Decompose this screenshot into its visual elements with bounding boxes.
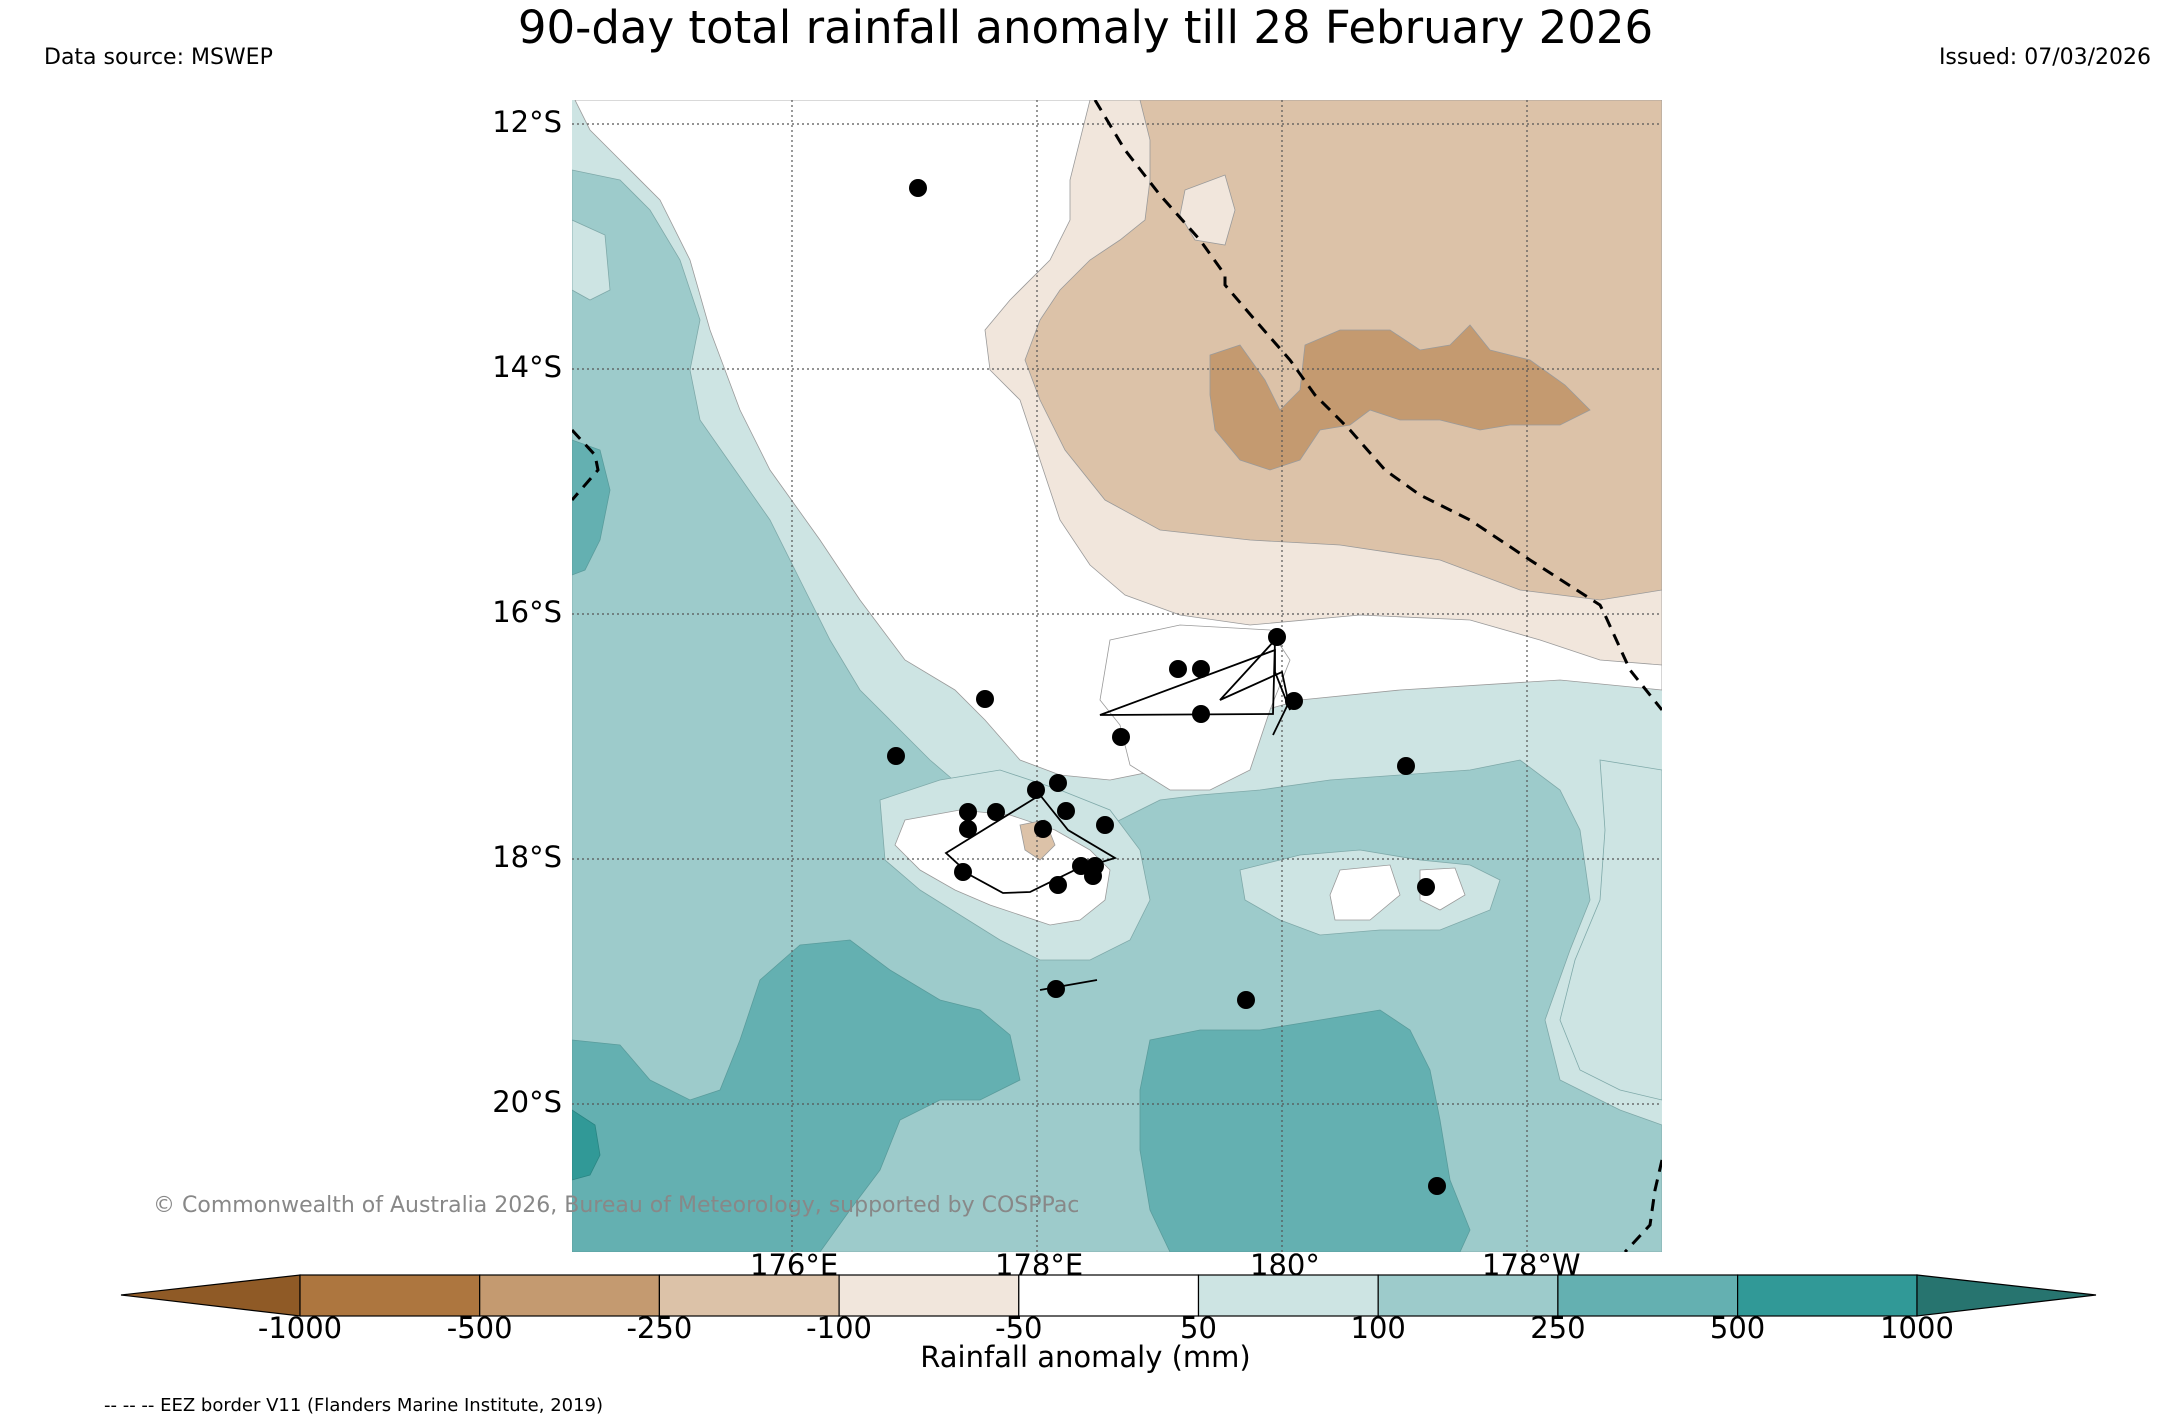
station-point xyxy=(1417,878,1435,896)
anomaly-region-250-500 xyxy=(572,939,1021,1252)
colorbar-tick: -1000 xyxy=(257,1311,343,1345)
station-point xyxy=(1084,867,1102,885)
colorbar-swatch xyxy=(1736,1274,1918,1317)
lat-label: 12°S xyxy=(492,105,562,139)
lat-label: 18°S xyxy=(492,840,562,874)
anomaly-region-500-1000 xyxy=(572,1109,601,1181)
colorbar-tick: 500 xyxy=(1709,1311,1766,1345)
station-point xyxy=(1285,692,1303,710)
station-point xyxy=(1268,628,1286,646)
eez-legend-note: -- -- -- EEZ border V11 (Flanders Marine… xyxy=(104,1395,604,1416)
colorbar-swatch xyxy=(479,1274,661,1317)
station-point xyxy=(1072,857,1090,875)
station-point xyxy=(1027,781,1045,799)
colorbar-tick: 100 xyxy=(1350,1311,1406,1345)
colorbar-tick: -100 xyxy=(806,1311,872,1345)
station-point xyxy=(1096,816,1114,834)
colorbar-extend-high xyxy=(1916,1274,2097,1317)
copyright-credit: © Commonwealth of Australia 2026, Bureau… xyxy=(153,1193,1080,1218)
station-point xyxy=(959,820,977,838)
lat-label: 14°S xyxy=(492,350,562,384)
station-point xyxy=(909,179,927,197)
colorbar-swatch xyxy=(1377,1274,1559,1317)
colorbar xyxy=(120,1274,2097,1317)
station-point xyxy=(954,863,972,881)
station-point xyxy=(1057,802,1075,820)
colorbar-swatch xyxy=(658,1274,840,1317)
colorbar-tick: -50 xyxy=(995,1311,1043,1345)
colorbar-swatch xyxy=(1557,1274,1739,1317)
station-point xyxy=(1049,774,1067,792)
station-point xyxy=(976,690,994,708)
colorbar-swatch xyxy=(1018,1274,1200,1317)
station-point xyxy=(987,803,1005,821)
colorbar-tick: 50 xyxy=(1180,1311,1217,1345)
station-point xyxy=(1049,876,1067,894)
lon-label: 180° xyxy=(1250,1248,1320,1282)
station-point xyxy=(1192,705,1210,723)
colorbar-tick: -500 xyxy=(446,1311,513,1345)
lon-label: 178°E xyxy=(995,1248,1084,1282)
colorbar-tick: -250 xyxy=(626,1311,693,1345)
lat-label: 20°S xyxy=(492,1085,562,1119)
station-point xyxy=(1192,660,1210,678)
colorbar-swatch xyxy=(838,1274,1020,1317)
station-point xyxy=(1169,660,1187,678)
eez-border xyxy=(572,100,1662,1252)
lon-label: 178°W xyxy=(1482,1248,1581,1282)
issued-date-label: Issued: 07/03/2026 xyxy=(1938,45,2151,70)
lat-label: 16°S xyxy=(492,595,562,629)
gridlines xyxy=(572,100,1662,1252)
colorbar-tick: 250 xyxy=(1530,1311,1586,1345)
station-point xyxy=(1397,757,1415,775)
colorbar-swatch xyxy=(1197,1274,1379,1317)
station-point xyxy=(1047,980,1065,998)
data-source-label: Data source: MSWEP xyxy=(44,45,273,70)
anomaly-region-neg250-neg500 xyxy=(1209,324,1591,471)
station-point xyxy=(1034,820,1052,838)
colorbar-tick: 1000 xyxy=(1880,1311,1954,1345)
colorbar-title: Rainfall anomaly (mm) xyxy=(920,1340,1251,1374)
map-title: 90-day total rainfall anomaly till 28 Fe… xyxy=(517,1,1654,54)
station-point xyxy=(959,803,977,821)
map-area xyxy=(572,100,1662,1252)
lon-label: 176°E xyxy=(750,1248,839,1282)
colorbar-extend-low xyxy=(120,1274,301,1317)
station-point xyxy=(1237,991,1255,1009)
station-point xyxy=(1112,728,1130,746)
station-points xyxy=(887,179,1446,1195)
station-point xyxy=(887,747,905,765)
station-point xyxy=(1428,1177,1446,1195)
colorbar-swatch xyxy=(299,1274,481,1317)
